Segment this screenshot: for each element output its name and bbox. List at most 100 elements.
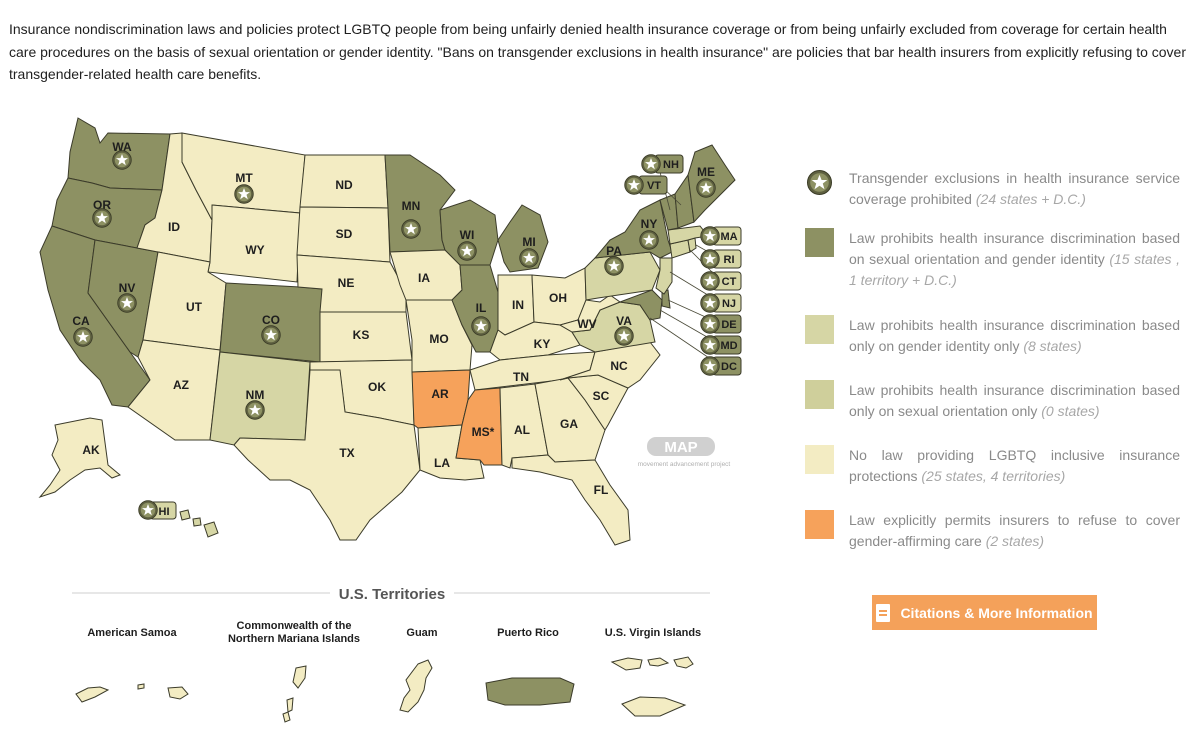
star-icon-mt xyxy=(234,184,254,204)
state-nj[interactable] xyxy=(655,257,673,295)
territory-label-american-samoa: American Samoa xyxy=(87,627,177,639)
label-oh: OH xyxy=(549,291,567,305)
legend-text: Law prohibits health insurance discrimin… xyxy=(849,317,1180,354)
legend-text: No law providing LGBTQ inclusive insuran… xyxy=(849,447,1180,484)
badge-dc: DC xyxy=(700,356,742,376)
svg-text:movement advancement project: movement advancement project xyxy=(638,461,731,468)
badge-hi: HI xyxy=(138,500,177,520)
star-icon-hi xyxy=(138,500,158,520)
state-fl[interactable] xyxy=(511,454,631,546)
svg-text:MD: MD xyxy=(720,340,737,352)
star-icon-dc xyxy=(700,356,720,376)
legend-text: Law prohibits health insurance discrimin… xyxy=(849,230,1180,267)
label-ak: AK xyxy=(82,443,100,457)
citations-button-label: Citations & More Information xyxy=(900,604,1093,621)
label-wa: WA xyxy=(112,140,132,154)
badge-ct: CT xyxy=(700,271,742,291)
svg-text:RI: RI xyxy=(724,254,735,266)
label-ms: MS* xyxy=(472,425,495,439)
territory-puerto-rico xyxy=(485,677,575,706)
badge-nj: NJ xyxy=(700,293,742,313)
label-co: CO xyxy=(262,313,280,327)
label-ok: OK xyxy=(368,380,386,394)
legend-text: Law prohibits health insurance discrimin… xyxy=(849,382,1180,419)
star-icon-wi xyxy=(457,241,477,261)
label-ks: KS xyxy=(353,328,370,342)
star-icon-de xyxy=(700,314,720,334)
label-al: AL xyxy=(514,423,530,437)
badge-ri: RI xyxy=(700,249,742,269)
label-ut: UT xyxy=(186,300,203,314)
state-ak[interactable] xyxy=(38,417,121,499)
territory-label-puerto-rico: Puerto Rico xyxy=(497,627,559,639)
label-la: LA xyxy=(434,456,450,470)
svg-text:DE: DE xyxy=(721,319,736,331)
legend-note: (2 states) xyxy=(985,533,1045,549)
star-icon-ma xyxy=(700,226,720,246)
label-ar: AR xyxy=(431,387,449,401)
star-icon-nm xyxy=(245,400,265,420)
territory-label-usvi: U.S. Virgin Islands xyxy=(605,627,701,639)
star-icon-co xyxy=(261,325,281,345)
legend-note: (0 states) xyxy=(1041,403,1100,419)
star-icon-mi xyxy=(519,248,539,268)
state-wv[interactable] xyxy=(558,294,622,333)
star-icon-md xyxy=(700,335,720,355)
badge-md: MD xyxy=(700,335,742,355)
label-id: ID xyxy=(168,220,180,234)
star-icon-il xyxy=(471,316,491,336)
swatch-so-only xyxy=(805,380,834,409)
star-icon-nh xyxy=(641,154,661,174)
star-icon-nv xyxy=(117,293,137,313)
territory-american-samoa xyxy=(75,683,189,703)
state-nc[interactable] xyxy=(559,341,661,389)
legend-note: (25 states, 4 territories) xyxy=(921,468,1066,484)
swatch-so-gi xyxy=(805,228,834,257)
territory-label-cnmi-line1: Commonwealth of the xyxy=(237,620,352,632)
label-sc: SC xyxy=(593,389,610,403)
badge-nh: NH xyxy=(641,154,684,174)
label-pa: PA xyxy=(606,244,622,258)
label-il: IL xyxy=(476,301,487,315)
label-mo: MO xyxy=(429,332,448,346)
label-wy: WY xyxy=(245,243,264,257)
territory-label-guam: Guam xyxy=(406,627,437,639)
star-icon-nj xyxy=(700,293,720,313)
badge-de: DE xyxy=(700,314,742,334)
callout-badges: NH VT MA RI CT NJ DE MD DC HI xyxy=(138,154,742,520)
star-icon-me xyxy=(696,178,716,198)
label-wi: WI xyxy=(460,228,475,242)
badge-vt: VT xyxy=(624,175,668,195)
legend-note: (15 states , 1 territory + D.C.) xyxy=(849,251,1180,288)
star-icon-ca xyxy=(73,327,93,347)
star-icon-wa xyxy=(112,150,132,170)
label-ny: NY xyxy=(641,217,658,231)
star-icon-ny xyxy=(639,230,659,250)
territory-usvi xyxy=(610,656,694,717)
legend-note: (24 states + D.C.) xyxy=(975,191,1086,207)
swatch-gi-only xyxy=(805,315,834,344)
citations-button[interactable]: Citations & More Information xyxy=(872,595,1097,630)
svg-text:VT: VT xyxy=(647,180,661,192)
state-labels: WA OR CA NV ID MT WY UT AZ CO NM ND SD N… xyxy=(72,140,715,497)
label-nd: ND xyxy=(335,178,353,192)
label-mi: MI xyxy=(522,235,535,249)
label-tn: TN xyxy=(513,370,529,384)
state-hi[interactable] xyxy=(179,509,219,538)
label-sd: SD xyxy=(336,227,353,241)
swatch-no-law xyxy=(805,445,834,474)
label-ca: CA xyxy=(72,314,90,328)
svg-text:HI: HI xyxy=(159,506,170,518)
label-mn: MN xyxy=(402,199,421,213)
label-nc: NC xyxy=(610,359,628,373)
state-md[interactable] xyxy=(618,289,663,321)
label-fl: FL xyxy=(594,483,609,497)
svg-text:CT: CT xyxy=(722,276,737,288)
svg-text:MA: MA xyxy=(720,231,737,243)
intro-paragraph: Insurance nondiscrimination laws and pol… xyxy=(9,21,1186,82)
label-tx: TX xyxy=(339,446,354,460)
label-ky: KY xyxy=(534,337,551,351)
star-icon-va xyxy=(614,326,634,346)
state-ma[interactable] xyxy=(667,225,709,245)
